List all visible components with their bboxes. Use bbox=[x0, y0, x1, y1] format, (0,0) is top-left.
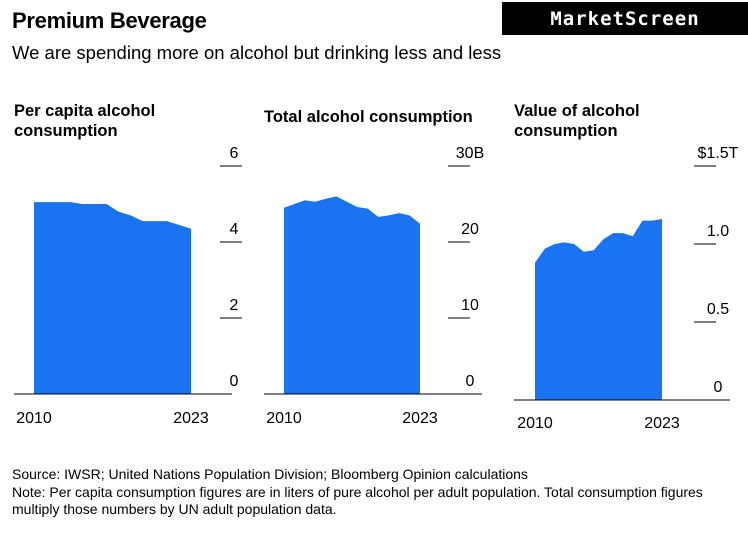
area-series-2 bbox=[535, 219, 662, 400]
y-tick-label-0-1: 4 bbox=[230, 221, 239, 238]
area-series-0 bbox=[34, 202, 191, 394]
chart-title: Premium Beverage bbox=[12, 8, 207, 33]
x-tick-label-1-0: 2010 bbox=[266, 410, 302, 427]
y-tick-label-1-1: 20 bbox=[461, 221, 479, 238]
y-tick-label-1-3: 0 bbox=[466, 373, 475, 390]
y-tick-label-0-0: 6 bbox=[230, 145, 239, 162]
panel-title-total: Total alcohol consumption bbox=[264, 108, 473, 126]
note-line: Note: Per capita consumption figures are… bbox=[12, 483, 703, 518]
y-tick-label-2-0: $1.5T bbox=[698, 145, 739, 162]
panel-title-per-capita: Per capita alcohol consumption bbox=[14, 102, 156, 140]
x-tick-label-2-0: 2010 bbox=[517, 415, 553, 432]
area-series-1 bbox=[284, 196, 420, 394]
y-tick-label-2-1: 1.0 bbox=[707, 223, 729, 240]
x-tick-label-1-1: 2023 bbox=[402, 410, 438, 427]
source-line: Source: IWSR; United Nations Population … bbox=[12, 466, 528, 482]
panel-title-value: Value of alcohol consumption bbox=[514, 102, 640, 140]
brand-logo: MarketScreen bbox=[502, 2, 748, 35]
source-note: Source: IWSR; United Nations Population … bbox=[12, 466, 742, 519]
y-tick-label-1-0: 30B bbox=[456, 145, 484, 162]
y-tick-label-2-2: 0.5 bbox=[707, 301, 729, 318]
y-tick-label-2-3: 0 bbox=[714, 379, 723, 396]
y-tick-label-0-2: 2 bbox=[230, 297, 239, 314]
x-tick-label-0-1: 2023 bbox=[173, 410, 209, 427]
y-tick-label-1-2: 10 bbox=[461, 297, 479, 314]
x-tick-label-2-1: 2023 bbox=[644, 415, 680, 432]
y-tick-label-0-3: 0 bbox=[230, 373, 239, 390]
chart-subtitle: We are spending more on alcohol but drin… bbox=[12, 42, 502, 63]
x-tick-label-0-0: 2010 bbox=[16, 410, 52, 427]
